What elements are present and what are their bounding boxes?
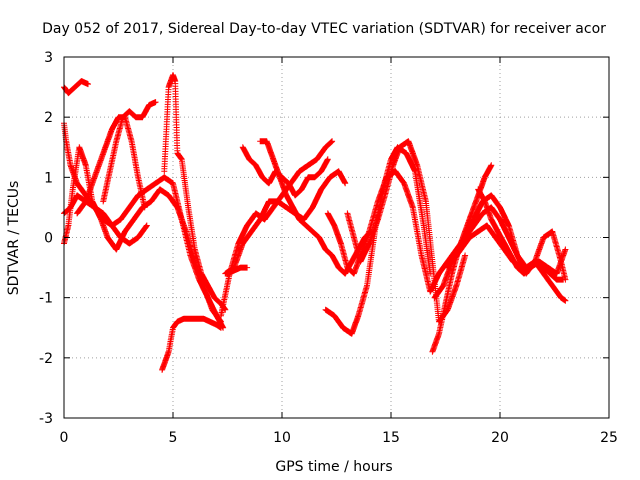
x-tick-label: 10: [273, 430, 291, 446]
x-axis-label: GPS time / hours: [275, 459, 392, 475]
series-arc-20: [475, 186, 567, 283]
series-arc-12: [224, 264, 251, 277]
data-marker-path: [344, 138, 469, 325]
series-arc-5: [74, 114, 148, 217]
x-tick-label: 25: [600, 430, 618, 446]
data-marker-path: [74, 114, 148, 217]
data-marker-path: [161, 72, 229, 313]
y-tick-label: -1: [39, 291, 53, 307]
data-marker-path: [475, 186, 567, 283]
axis-ticks: 0 5 10 15 20 25 -3 -2 -1 0 1 2 3: [39, 50, 618, 446]
series-arc-7: [161, 72, 229, 313]
series-arc-6: [100, 99, 159, 205]
y-tick-label: 1: [44, 170, 53, 186]
x-tick-label: 5: [169, 430, 178, 446]
x-tick-label: 15: [382, 430, 400, 446]
y-tick-label: 3: [44, 50, 53, 66]
data-marker-path: [100, 99, 159, 205]
y-tick-label: -2: [39, 351, 53, 367]
chart-title: Day 052 of 2017, Sidereal Day-to-day VTE…: [42, 21, 606, 37]
data-marker-path: [224, 264, 251, 277]
series-arc-8: [159, 315, 224, 373]
y-tick-label: 0: [44, 231, 53, 247]
y-tick-label: 2: [44, 110, 53, 126]
x-tick-label: 0: [60, 430, 69, 446]
y-tick-label: -3: [39, 411, 53, 427]
data-points: [61, 72, 569, 373]
series-arc-16: [344, 138, 469, 325]
data-marker-path: [159, 315, 224, 373]
x-tick-label: 20: [491, 430, 509, 446]
y-axis-label: SDTVAR / TECUs: [6, 181, 22, 296]
